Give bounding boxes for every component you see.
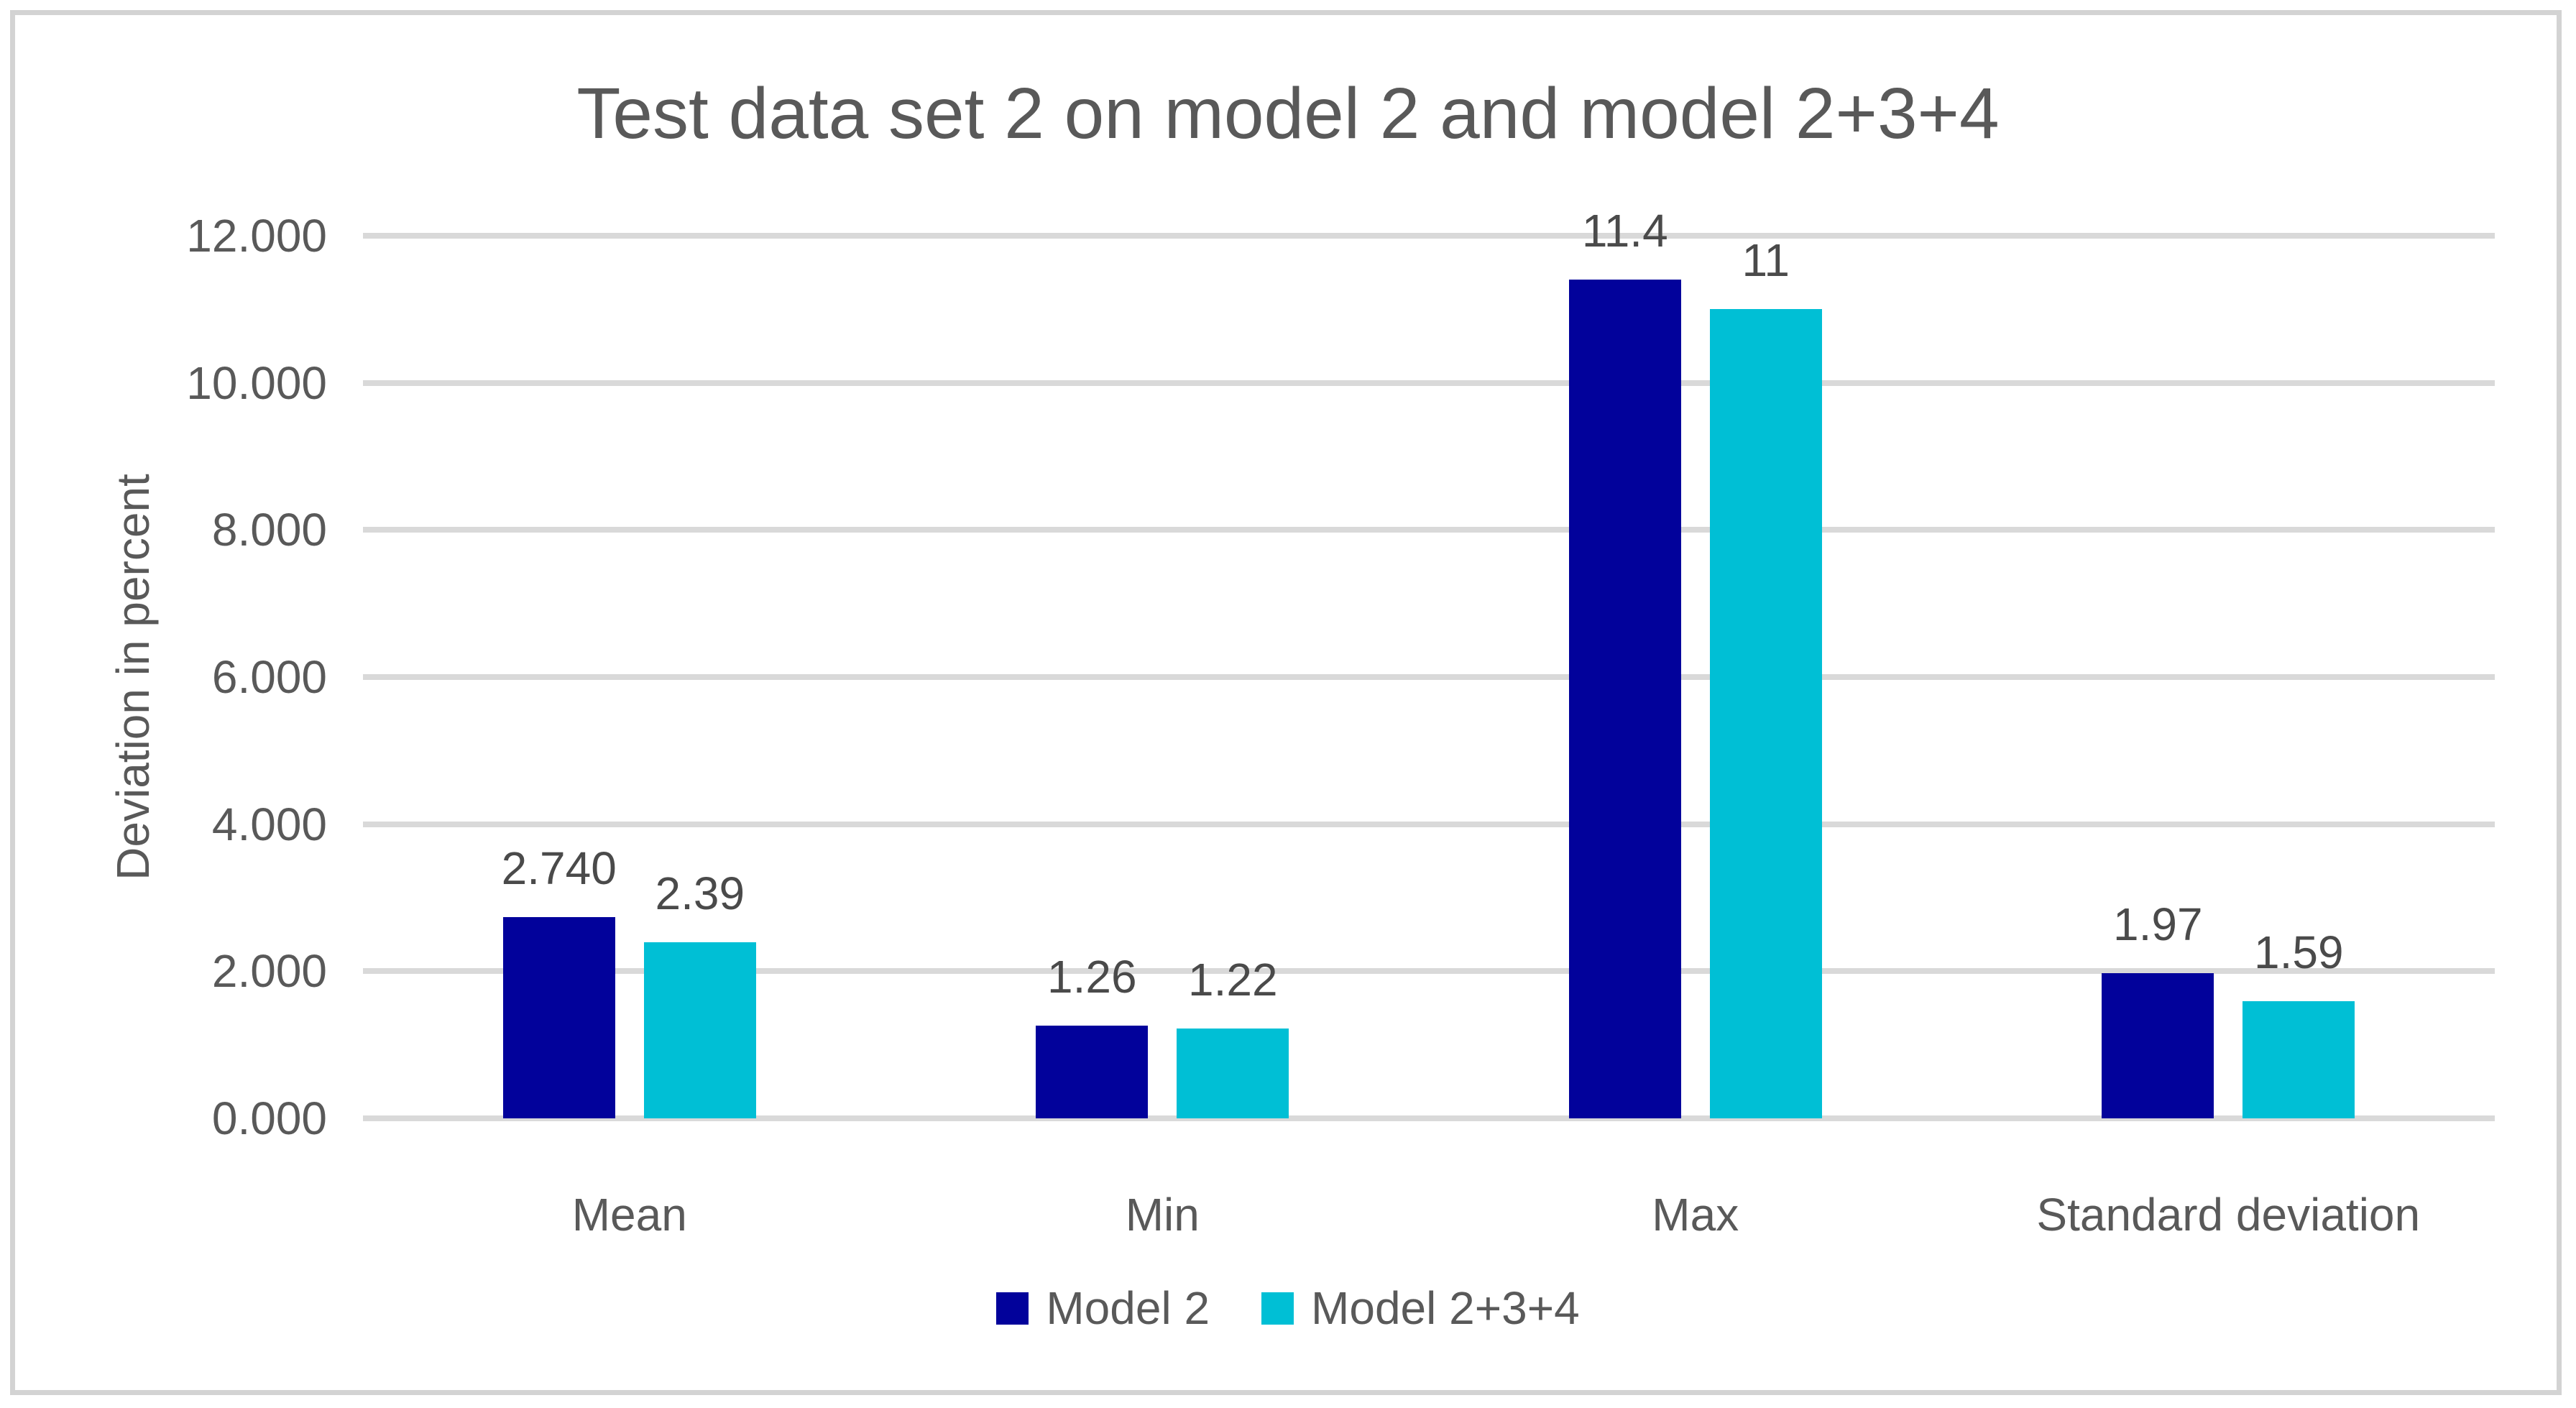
legend-swatch-icon [996, 1292, 1029, 1325]
legend-label: Model 2 [1046, 1282, 1210, 1334]
legend-entry-model-2: Model 2 [996, 1285, 1210, 1331]
data-label: 2.39 [655, 868, 745, 920]
bar-model-2-min [1036, 1026, 1149, 1118]
x-category-label-mean: Mean [571, 1189, 687, 1241]
gridline-0 [363, 1115, 2495, 1121]
gridline-12 [363, 233, 2495, 239]
bar-model-2-standard-deviation [2102, 973, 2214, 1118]
y-tick-label-8: 8.000 [211, 504, 327, 556]
y-tick-label-2: 2.000 [211, 945, 327, 998]
legend-swatch-icon [1261, 1292, 1294, 1325]
bar-model-2-max [1568, 280, 1681, 1118]
data-label: 11 [1742, 234, 1790, 287]
data-label: 1.59 [2253, 926, 2344, 979]
chart-frame-border [10, 10, 2562, 1395]
gridline-10 [363, 379, 2495, 386]
bar-model-2-mean [502, 916, 615, 1118]
y-tick-label-6: 6.000 [211, 651, 327, 703]
y-tick-label-4: 4.000 [211, 798, 327, 850]
data-label: 1.22 [1187, 954, 1278, 1006]
y-tick-label-10: 10.000 [186, 356, 327, 409]
bar-model-2-3-4-max [1709, 309, 1822, 1118]
gridline-2 [363, 968, 2495, 975]
data-label: 2.740 [501, 842, 617, 894]
gridline-4 [363, 821, 2495, 827]
chart-title: Test data set 2 on model 2 and model 2+3… [576, 73, 2000, 154]
legend-label: Model 2+3+4 [1311, 1282, 1580, 1334]
data-label: 11.4 [1581, 205, 1668, 257]
x-category-label-standard-deviation: Standard deviation [2036, 1189, 2421, 1241]
x-category-label-max: Max [1652, 1189, 1739, 1241]
legend-entry-model-2-3-4: Model 2+3+4 [1261, 1285, 1580, 1331]
y-tick-label-0: 0.000 [211, 1092, 327, 1144]
data-label: 1.26 [1046, 951, 1137, 1003]
bar-model-2-3-4-min [1177, 1029, 1289, 1118]
gridline-8 [363, 527, 2495, 533]
gridline-6 [363, 674, 2495, 680]
data-label: 1.97 [2112, 898, 2203, 951]
x-category-label-min: Min [1125, 1189, 1200, 1241]
legend: Model 2 Model 2+3+4 [0, 1285, 2576, 1331]
bar-model-2-3-4-standard-deviation [2242, 1001, 2355, 1118]
y-tick-label-12: 12.000 [186, 210, 327, 262]
bar-model-2-3-4-mean [643, 942, 756, 1118]
